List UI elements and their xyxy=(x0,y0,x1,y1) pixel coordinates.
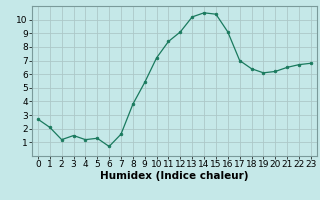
X-axis label: Humidex (Indice chaleur): Humidex (Indice chaleur) xyxy=(100,171,249,181)
